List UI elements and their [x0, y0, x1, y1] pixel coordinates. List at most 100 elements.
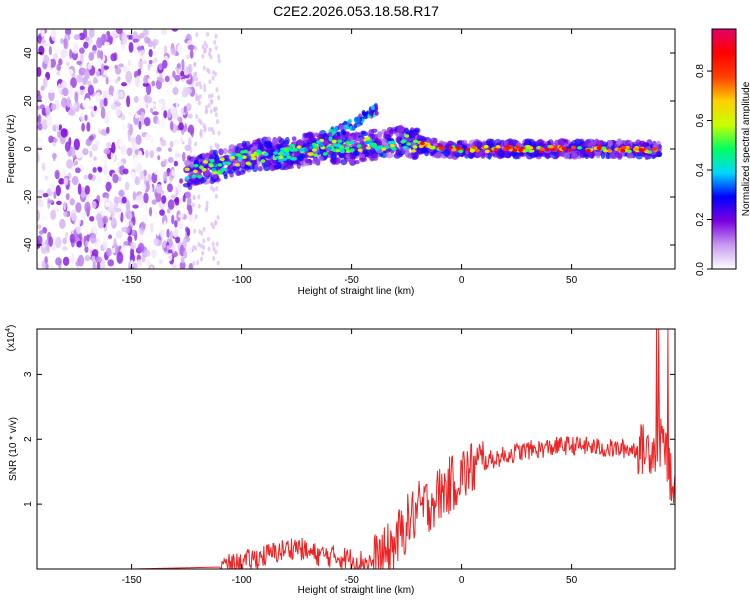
heatmap-noise-cell	[143, 192, 149, 204]
heatmap-noise-cell	[63, 211, 68, 217]
colorbar-tick-label: 0.0	[695, 262, 706, 276]
heatmap-peak-cell	[357, 148, 363, 152]
heatmap-noise-cell	[192, 261, 196, 267]
heatmap-noise-cell	[179, 178, 183, 184]
heatmap-noise-cell	[157, 155, 161, 161]
heatmap-noise-cell	[197, 100, 201, 106]
heatmap-noise-cell	[133, 96, 139, 103]
heatmap-peak-cell	[451, 147, 457, 152]
heatmap-noise-cell	[101, 197, 108, 203]
heatmap-peak-cell	[596, 146, 602, 150]
heatmap-peak-cell	[192, 169, 198, 174]
heatmap-noise-cell	[101, 154, 108, 165]
heatmap-peak-cell	[212, 170, 218, 175]
heatmap-peak-cell	[283, 147, 289, 152]
heatmap-noise-cell	[207, 102, 211, 108]
heatmap-trace-cell	[297, 139, 304, 147]
heatmap-noise-cell	[122, 168, 129, 175]
heatmap-noise-cell	[163, 158, 168, 165]
heatmap-trace-cell	[579, 151, 587, 159]
heatmap-noise-cell	[125, 70, 133, 83]
heatmap-noise-cell	[149, 150, 155, 159]
heatmap-noise-cell	[203, 48, 207, 54]
heatmap-noise-cell	[142, 60, 148, 65]
heatmap-noise-cell	[134, 176, 141, 186]
heatmap-trace-cell	[353, 150, 360, 156]
heatmap-trace-cell	[609, 152, 616, 159]
heatmap-noise-cell	[79, 85, 85, 90]
heatmap-noise-cell	[209, 108, 213, 114]
heatmap-peak-cell	[633, 147, 639, 151]
heatmap-trace-cell	[228, 144, 236, 152]
heatmap-noise-cell	[37, 195, 41, 204]
heatmap-noise-cell	[155, 183, 163, 194]
heatmap-noise-cell	[203, 40, 207, 46]
heatmap-noise-cell	[71, 131, 75, 137]
heatmap-trace-cell	[388, 129, 394, 135]
heatmap-noise-cell	[46, 208, 50, 215]
heatmap-trace-cell	[595, 140, 602, 146]
heatmap-noise-cell	[217, 53, 221, 59]
heatmap-noise-cell	[96, 37, 103, 49]
heatmap-trace-cell	[265, 140, 273, 149]
heatmap-noise-cell	[92, 44, 97, 53]
heatmap-peak-cell	[217, 163, 223, 167]
heatmap-trace-cell	[385, 152, 394, 159]
heatmap-noise-cell	[166, 207, 171, 214]
heatmap-peak-cell	[191, 174, 197, 179]
heatmap-noise-cell	[173, 160, 179, 167]
heatmap-noise-cell	[37, 235, 43, 246]
heatmap-noise-cell	[138, 199, 143, 206]
heatmap-peak-cell	[483, 144, 489, 149]
heatmap-trace-cell	[446, 140, 454, 147]
heatmap-noise-cell	[45, 105, 51, 116]
heatmap-noise-cell	[50, 263, 55, 269]
heatmap-noise-cell	[101, 259, 106, 269]
heatmap-noise-cell	[132, 204, 139, 209]
heatmap-peak-cell	[208, 163, 214, 168]
heatmap-noise-cell	[37, 93, 42, 102]
heatmap-peak-cell	[344, 146, 350, 150]
heatmap-peak-cell	[413, 139, 419, 144]
heatmap-noise-cell	[185, 103, 192, 112]
heatmap-x-tick-label: 0	[459, 275, 465, 286]
snr-background	[37, 329, 675, 569]
heatmap-branch-cell	[374, 110, 379, 116]
heatmap-noise-cell	[174, 196, 180, 206]
heatmap-noise-cell	[208, 126, 212, 132]
heatmap-peak-cell	[335, 148, 341, 153]
heatmap-noise-cell	[139, 97, 143, 109]
heatmap-noise-cell	[188, 63, 193, 74]
heatmap-peak-cell	[284, 152, 290, 156]
heatmap-noise-cell	[172, 112, 179, 120]
heatmap-noise-cell	[116, 230, 123, 239]
heatmap-noise-cell	[46, 114, 52, 121]
heatmap-noise-cell	[130, 241, 137, 250]
heatmap-peak-cell	[602, 148, 608, 153]
heatmap-noise-cell	[203, 87, 207, 93]
heatmap-noise-cell	[194, 245, 198, 251]
heatmap-noise-cell	[49, 58, 57, 68]
heatmap-noise-cell	[194, 141, 198, 147]
heatmap-noise-cell	[157, 31, 162, 38]
heatmap-noise-cell	[104, 174, 109, 180]
heatmap-noise-cell	[69, 85, 74, 98]
heatmap-trace-cell	[616, 138, 621, 147]
heatmap-noise-cell	[143, 176, 147, 185]
heatmap-noise-cell	[77, 254, 85, 267]
heatmap-noise-cell	[83, 228, 90, 235]
heatmap-x-tick-label: -100	[232, 275, 252, 286]
heatmap-noise-cell	[136, 110, 143, 116]
heatmap-noise-cell	[117, 76, 121, 82]
heatmap-noise-cell	[77, 183, 82, 195]
heatmap-peak-cell	[406, 142, 412, 146]
snr-panel: -150 -100 -50 0 50 1 2 3 Height of straight lin…	[5, 325, 676, 596]
heatmap-peak-cell	[303, 148, 309, 152]
heatmap-peak-cell	[517, 148, 523, 152]
heatmap-trace-cell	[347, 135, 354, 143]
heatmap-noise-cell	[120, 211, 124, 223]
heatmap-noise-cell	[71, 175, 79, 186]
heatmap-noise-cell	[44, 95, 48, 105]
heatmap-noise-cell	[92, 261, 96, 269]
heatmap-noise-cell	[44, 162, 52, 168]
